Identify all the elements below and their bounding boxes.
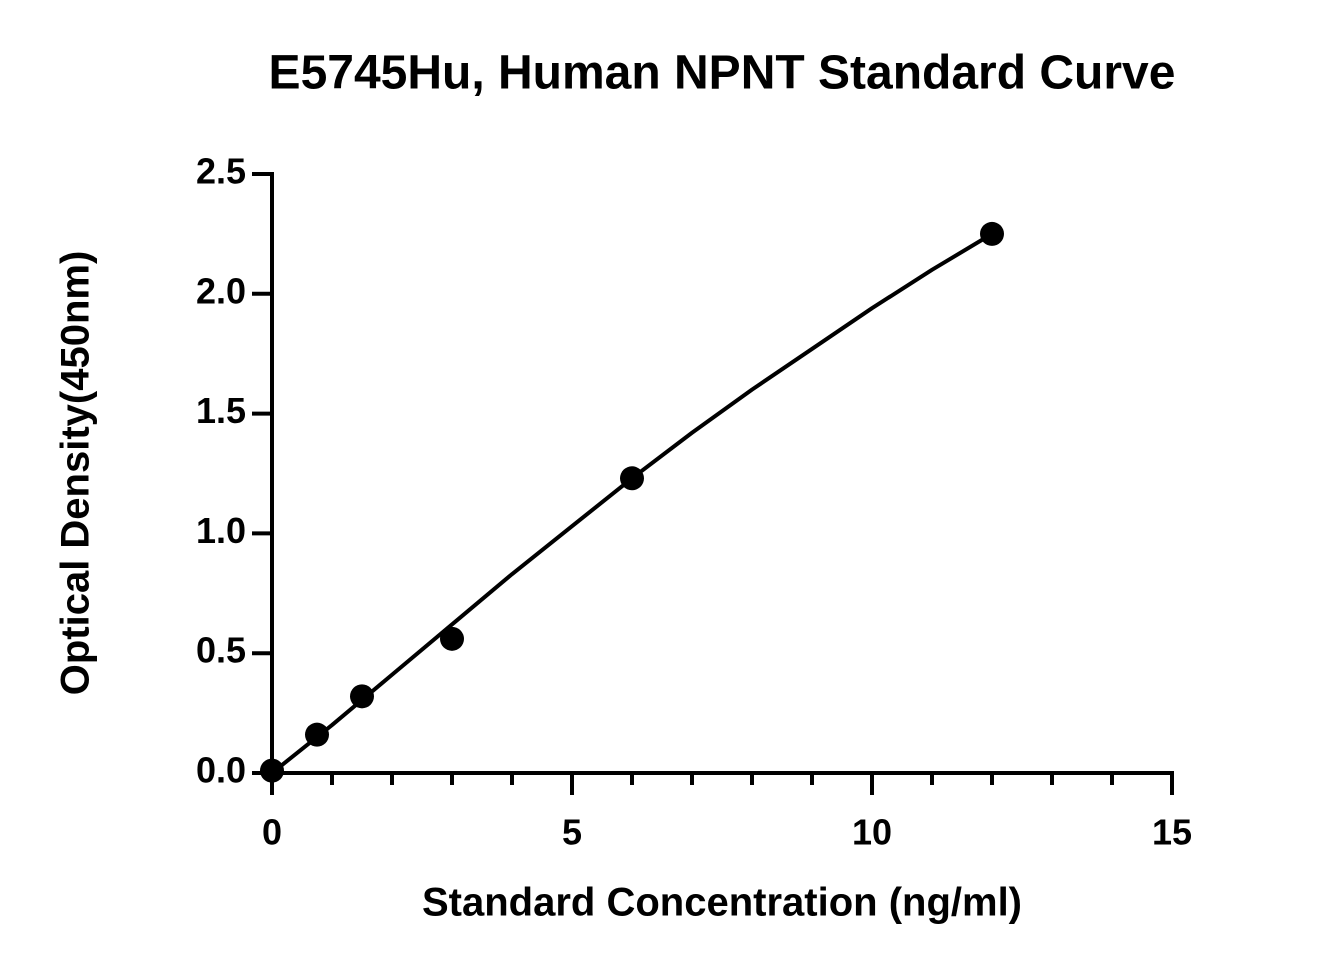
y-tick-label: 0.0 (196, 750, 246, 791)
data-point (620, 466, 644, 491)
y-axis-label: Optical Density(450nm) (54, 251, 98, 696)
fit-curve (270, 232, 994, 775)
y-tick-label: 1.0 (196, 510, 246, 551)
y-tick-label: 2.5 (196, 151, 246, 192)
data-point (440, 626, 464, 651)
data-point (260, 758, 284, 783)
data-point (350, 684, 374, 709)
chart-title: E5745Hu, Human NPNT Standard Curve (269, 47, 1176, 100)
y-tick-label: 0.5 (196, 630, 246, 671)
x-tick-label: 5 (562, 812, 582, 853)
x-tick-label: 15 (1152, 812, 1192, 853)
x-tick-label: 10 (852, 812, 892, 853)
data-point (980, 221, 1004, 246)
y-tick-label: 1.5 (196, 390, 246, 431)
y-tick-label: 2.0 (196, 270, 246, 311)
data-point (305, 722, 329, 747)
x-tick-label: 0 (262, 812, 282, 853)
x-axis-label: Standard Concentration (ng/ml) (422, 881, 1022, 925)
